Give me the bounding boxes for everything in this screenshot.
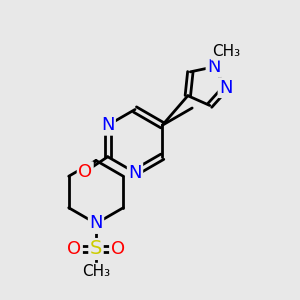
Text: N: N (219, 79, 232, 97)
Text: N: N (89, 214, 103, 232)
Text: O: O (110, 240, 125, 258)
Text: N: N (207, 58, 220, 76)
Text: N: N (101, 116, 115, 134)
Text: N: N (128, 164, 142, 181)
Text: O: O (78, 163, 92, 181)
Text: CH₃: CH₃ (212, 44, 240, 59)
Text: S: S (90, 239, 102, 259)
Text: O: O (67, 240, 82, 258)
Text: CH₃: CH₃ (82, 264, 110, 279)
